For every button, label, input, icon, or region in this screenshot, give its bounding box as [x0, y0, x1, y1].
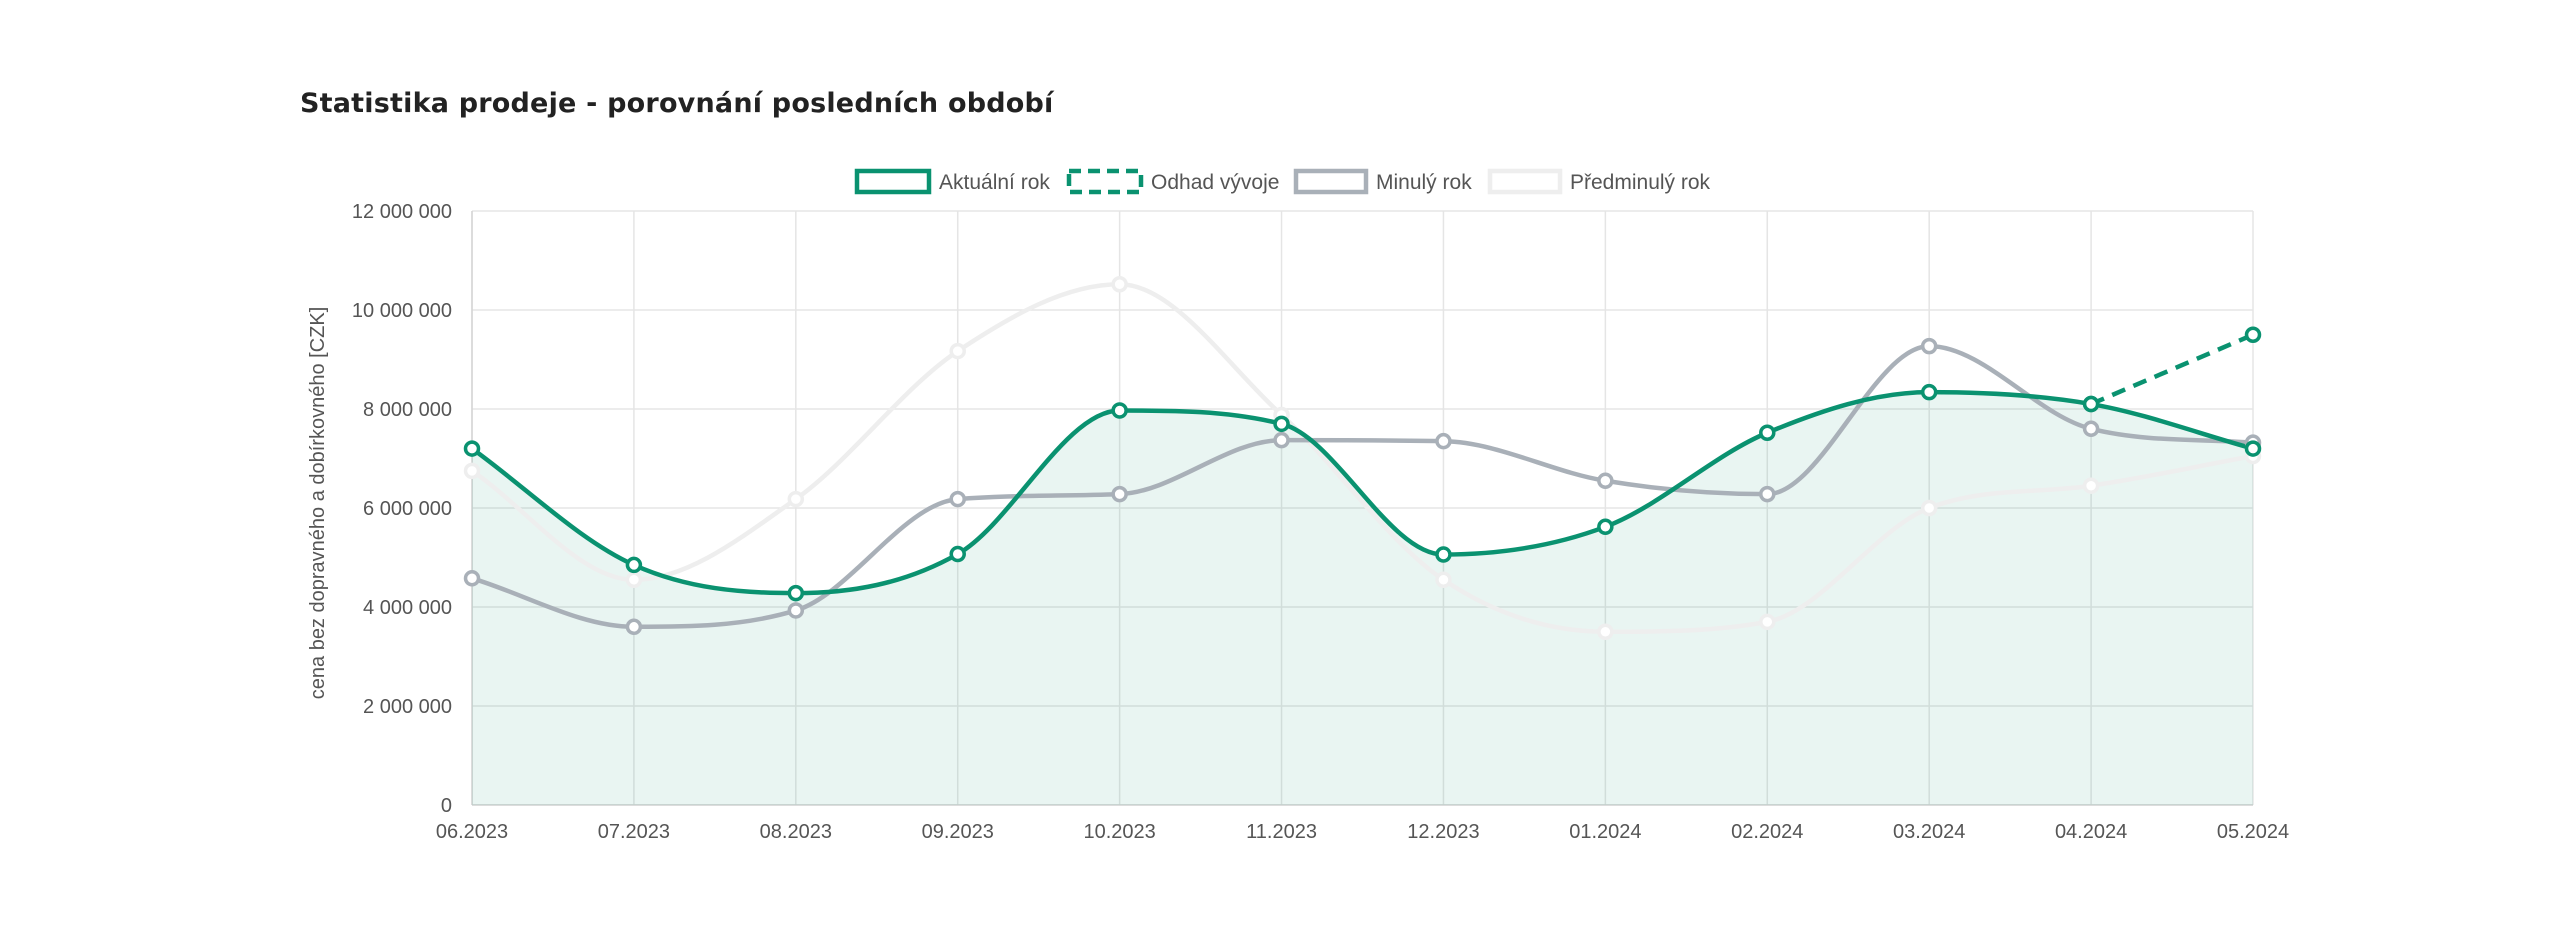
- data-point: [1435, 432, 1452, 450]
- data-point: [625, 571, 643, 589]
- x-tick-label: 01.2024: [1569, 821, 1641, 843]
- x-tick-label: 07.2023: [598, 821, 670, 843]
- data-point: [2244, 440, 2262, 457]
- x-tick-label: 02.2024: [1731, 821, 1803, 843]
- legend-swatch: [1487, 168, 1563, 195]
- data-point: [1597, 623, 1614, 640]
- data-point: [1597, 472, 1614, 490]
- y-tick-label: 8 000 000: [363, 399, 452, 421]
- data-point: [949, 545, 966, 563]
- x-tick-label: 10.2023: [1083, 821, 1155, 843]
- grid: [471, 210, 2254, 806]
- y-tick-label: 6 000 000: [363, 498, 452, 520]
- data-point: [1273, 431, 1290, 449]
- y-tick-label: 10 000 000: [352, 300, 452, 322]
- legend-swatch: [1293, 168, 1369, 195]
- x-tick-label: 11.2023: [1246, 821, 1317, 843]
- data-point: [625, 618, 643, 636]
- y-tick-label: 4 000 000: [363, 597, 452, 619]
- data-point: [787, 584, 805, 602]
- legend-label: Předminulý rok: [1570, 171, 1711, 194]
- x-axis-ticks: 06.2023 07.2023 08.2023 09.2023 10.2023 11.20…: [436, 821, 2289, 843]
- x-tick-label: 08.2023: [760, 821, 832, 843]
- data-point: [1920, 337, 1938, 355]
- legend-label: Minulý rok: [1376, 171, 1472, 194]
- x-tick-label: 09.2023: [922, 821, 994, 843]
- x-tick-label: 03.2024: [1893, 821, 1965, 843]
- data-point: [1597, 518, 1614, 536]
- y-axis-label: cena bez dopravného a dobírkovného [CZK]: [307, 307, 329, 699]
- legend-label: Aktuální rok: [939, 171, 1050, 194]
- legend-swatch: [1066, 168, 1144, 195]
- data-point: [787, 602, 805, 619]
- legend-label: Odhad vývoje: [1151, 171, 1279, 194]
- data-point: [463, 440, 481, 457]
- data-point: [1111, 485, 1128, 503]
- data-point: [1759, 485, 1776, 503]
- y-tick-label: 0: [441, 795, 452, 817]
- legend: Aktuální rok Odhad vývoje Minulý rok Předmi…: [854, 168, 1711, 195]
- legend-swatch: [854, 168, 932, 195]
- x-tick-label: 06.2023: [436, 821, 508, 843]
- data-point: [1111, 276, 1128, 293]
- x-tick-label: 12.2023: [1407, 821, 1479, 843]
- data-point: [949, 490, 966, 508]
- y-tick-label: 12 000 000: [352, 201, 452, 223]
- series-fill: [472, 392, 2253, 805]
- data-point: [1759, 424, 1776, 442]
- data-point: [625, 556, 643, 574]
- data-point: [1920, 383, 1938, 401]
- series-fills: [472, 392, 2253, 805]
- x-tick-label: 04.2024: [2055, 821, 2127, 843]
- data-point: [2244, 326, 2262, 343]
- data-point: [463, 570, 481, 587]
- chart-title: Statistika prodeje - porovnání posledníc…: [300, 88, 1054, 119]
- data-point: [1111, 402, 1128, 419]
- x-tick-label: 05.2024: [2217, 821, 2289, 843]
- series-line: [2090, 332, 2254, 407]
- data-point: [1435, 571, 1452, 589]
- data-point: [2082, 420, 2100, 438]
- y-tick-label: 2 000 000: [363, 696, 452, 718]
- data-point: [463, 462, 481, 480]
- series-points: [463, 276, 2262, 640]
- data-point: [1273, 415, 1290, 433]
- series-line: [469, 343, 2256, 630]
- data-point: [2082, 395, 2100, 413]
- data-point: [949, 342, 966, 360]
- data-point: [1759, 613, 1776, 631]
- data-point: [2082, 477, 2100, 494]
- data-point: [1435, 546, 1452, 563]
- data-point: [1920, 499, 1938, 517]
- data-point: [787, 490, 805, 508]
- y-axis-ticks: 0 2 000 000 4 000 000 6 000 000 8 000 000 10 …: [352, 201, 452, 817]
